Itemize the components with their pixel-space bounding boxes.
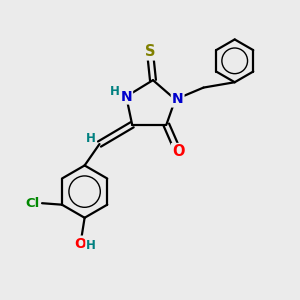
Text: Cl: Cl <box>25 197 39 210</box>
Text: H: H <box>86 239 96 252</box>
Text: N: N <box>120 89 132 103</box>
Text: S: S <box>145 44 155 59</box>
Text: O: O <box>74 237 86 250</box>
Text: H: H <box>86 132 96 145</box>
Text: O: O <box>172 144 184 159</box>
Text: H: H <box>110 85 120 98</box>
Text: N: N <box>172 92 184 106</box>
